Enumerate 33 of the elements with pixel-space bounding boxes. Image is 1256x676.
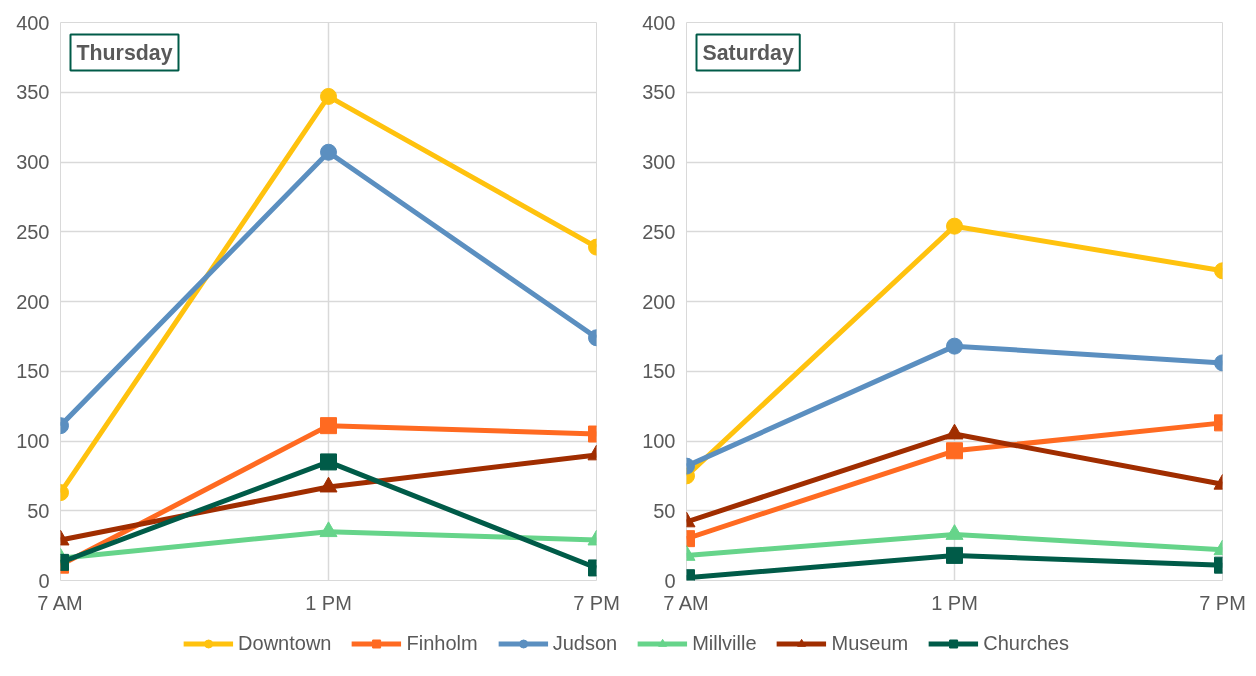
y-tick-label: 200 [16,290,50,313]
x-tick-label: 7 AM [663,591,709,614]
legend-label: Finholm [406,631,478,655]
point [319,521,338,538]
legend-label: Museum [831,631,909,655]
legend-label: Downtown [238,631,332,655]
x-tick-label: 1 PM [305,591,352,614]
y-tick-label: 200 [642,290,676,313]
y-tick-label: 400 [642,11,676,34]
x-tick-label: 7 PM [1199,591,1246,614]
y-tick-label: 50 [27,499,50,522]
y-tick-label: 150 [16,360,50,383]
y-tick-label: 300 [16,151,50,173]
legend-label: Churches [983,631,1069,655]
y-tick-label: 50 [653,499,676,522]
text: Saturday [702,40,794,65]
x-tick-label: 7 PM [573,591,620,614]
x-tick-label: 7 AM [37,591,83,614]
y-tick-label: 0 [38,569,50,592]
x-tick-label: 1 PM [931,591,978,614]
legend-label: Millville [692,631,757,655]
y-tick-label: 100 [16,430,50,452]
y-tick-label: 250 [16,220,50,243]
y-tick-label: 350 [16,81,50,104]
y-tick-label: 250 [642,220,676,243]
y-tick-label: 300 [642,151,676,173]
legend-label: Judson [552,631,618,655]
y-tick-label: 400 [16,11,50,34]
y-tick-label: 0 [664,569,676,592]
y-tick-label: 100 [642,430,676,452]
y-tick-label: 350 [642,81,676,104]
y-tick-label: 150 [642,360,676,383]
text: Thursday [76,40,173,65]
